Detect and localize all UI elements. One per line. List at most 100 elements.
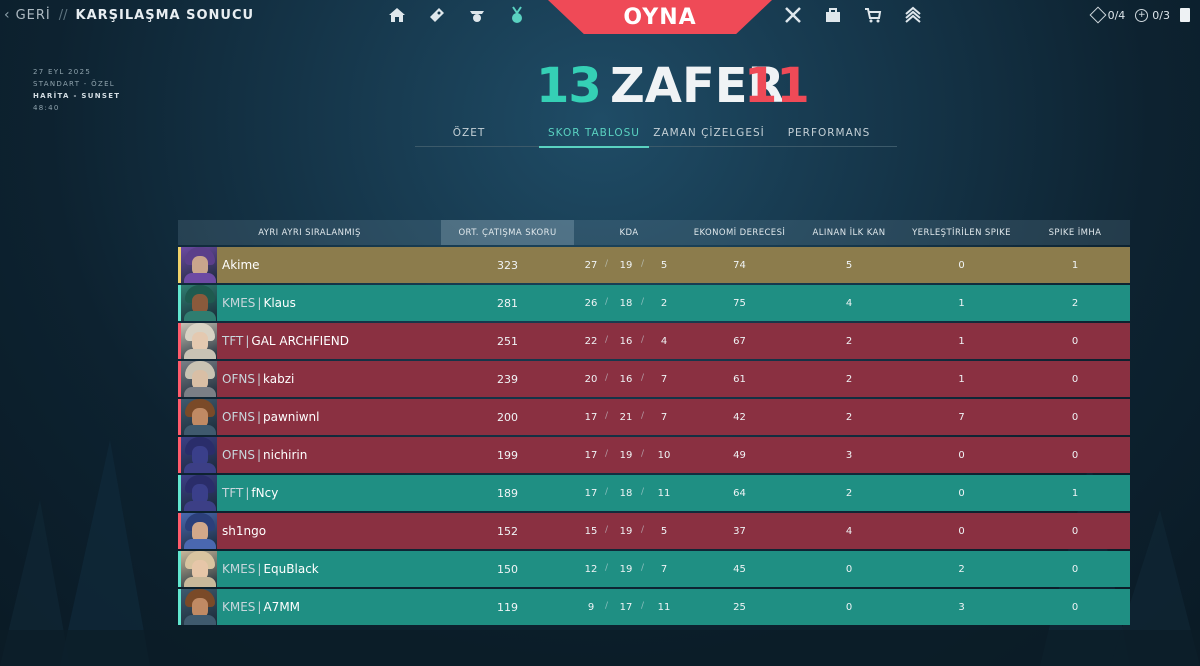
plants-value: 1	[958, 335, 965, 347]
table-row[interactable]: TFT | GAL ARCHFIEND 251 22/16/4 67 2 1 0	[178, 323, 1130, 359]
team-color-edge	[178, 475, 181, 511]
player-name[interactable]: OFNS | nichirin	[222, 448, 307, 462]
economy-value: 67	[733, 335, 746, 347]
player-nick: A7MM	[263, 600, 301, 614]
table-row[interactable]: KMES | EquBlack 150 12/19/7 45 0 2 0	[178, 551, 1130, 587]
medal-icon[interactable]	[506, 4, 528, 26]
header-economy[interactable]: EKONOMİ DERECESİ	[693, 227, 786, 238]
header-plants[interactable]: YERLEŞTİRİLEN SPIKE	[912, 227, 1011, 238]
table-row[interactable]: KMES | Klaus 281 26/18/2 75 4 1 2	[178, 285, 1130, 321]
table-row[interactable]: KMES | A7MM 119 9/17/11 25 0 3 0	[178, 589, 1130, 625]
store-icon[interactable]	[862, 4, 884, 26]
player-cell: TFT | fNcy	[178, 475, 441, 511]
rank-icon[interactable]	[902, 4, 924, 26]
player-cell: KMES | EquBlack	[178, 551, 441, 587]
tag-separator: |	[257, 562, 262, 576]
first-blood-value: 0	[845, 601, 853, 613]
home-icon[interactable]	[386, 4, 408, 26]
table-row[interactable]: OFNS | kabzi 239 20/16/7 61 2 1 0	[178, 361, 1130, 397]
plus-currency[interactable]: + 0/3	[1135, 8, 1170, 22]
table-row[interactable]: OFNS | pawniwnl 200 17/21/7 42 2 7 0	[178, 399, 1130, 435]
header-defuses[interactable]: SPIKE İMHA	[1048, 227, 1102, 238]
diamond-currency[interactable]: 0/4	[1089, 6, 1126, 24]
card-currency[interactable]	[1180, 8, 1190, 22]
player-name[interactable]: Akime	[222, 258, 260, 272]
page-title: KARŞILAŞMA SONUCU	[75, 7, 255, 23]
team-tag: OFNS	[222, 372, 255, 386]
acs-value: 189	[497, 486, 518, 500]
tab-timeline[interactable]: ZAMAN ÇİZELGESİ	[653, 127, 765, 139]
table-row[interactable]: Akime 323 27/19/5 74 5 0 1	[178, 247, 1130, 283]
player-name[interactable]: KMES | A7MM	[222, 600, 300, 614]
deaths-value: 18	[619, 487, 633, 499]
table-row[interactable]: OFNS | nichirin 199 17/19/10 49 3 0 0	[178, 437, 1130, 473]
currency-bar: 0/4 + 0/3	[1089, 6, 1190, 24]
player-name[interactable]: sh1ngo	[222, 524, 266, 538]
result-tabs: ÖZET SKOR TABLOSU ZAMAN ÇİZELGESİ PERFOR…	[415, 124, 897, 148]
deaths-value: 19	[619, 563, 633, 575]
first-blood-value: 0	[845, 563, 853, 575]
nav-right	[782, 4, 924, 26]
player-name[interactable]: TFT | fNcy	[222, 486, 278, 500]
player-nick: sh1ngo	[222, 524, 267, 538]
player-name[interactable]: KMES | Klaus	[222, 296, 296, 310]
agent-portrait-icon	[181, 551, 217, 587]
kills-value: 27	[584, 259, 598, 271]
locker-icon[interactable]	[822, 4, 844, 26]
team-color-edge	[178, 247, 181, 283]
header-acs[interactable]: ORT. ÇATIŞMA SKORU	[441, 220, 574, 245]
plants-value: 2	[958, 563, 965, 575]
pass-icon[interactable]	[426, 4, 448, 26]
player-name[interactable]: OFNS | kabzi	[222, 372, 294, 386]
assists-value: 7	[660, 373, 668, 385]
economy-value: 25	[733, 601, 746, 613]
player-name[interactable]: TFT | GAL ARCHFIEND	[222, 334, 349, 348]
team-tag: TFT	[222, 486, 244, 500]
tab-performance[interactable]: PERFORMANS	[787, 127, 871, 139]
back-label: GERİ	[15, 7, 51, 23]
first-blood-value: 4	[845, 297, 853, 309]
table-row[interactable]: sh1ngo 152 15/19/5 37 4 0 0	[178, 513, 1130, 549]
header-kda[interactable]: KDA	[619, 227, 639, 238]
header-sort[interactable]: AYRI AYRI SIRALANMIŞ	[258, 227, 361, 238]
player-name[interactable]: KMES | EquBlack	[222, 562, 319, 576]
acs-value: 199	[497, 448, 518, 462]
team-tag: OFNS	[222, 410, 255, 424]
player-nick: pawniwnl	[263, 410, 320, 424]
tab-summary[interactable]: ÖZET	[452, 127, 486, 139]
table-header: AYRI AYRI SIRALANMIŞ ORT. ÇATIŞMA SKORU …	[178, 220, 1130, 245]
chevron-left-icon: ‹	[4, 7, 10, 23]
player-cell: TFT | GAL ARCHFIEND	[178, 323, 441, 359]
career-icon[interactable]	[466, 4, 488, 26]
acs-value: 239	[497, 372, 518, 386]
defuses-value: 0	[1071, 563, 1079, 575]
first-blood-value: 5	[845, 259, 853, 271]
player-cell: KMES | A7MM	[178, 589, 441, 625]
diamond-count: 0/4	[1107, 8, 1126, 22]
tag-separator: |	[256, 410, 261, 424]
player-name[interactable]: OFNS | pawniwnl	[222, 410, 319, 424]
back-button[interactable]: ‹ GERİ // KARŞILAŞMA SONUCU	[4, 7, 254, 23]
table-row[interactable]: TFT | fNcy 189 17/18/11 64 2 0 1	[178, 475, 1130, 511]
first-blood-value: 2	[845, 487, 853, 499]
player-cell: OFNS | kabzi	[178, 361, 441, 397]
first-blood-value: 2	[845, 335, 853, 347]
economy-value: 42	[733, 411, 746, 423]
match-map: HARİTA - SUNSET	[33, 92, 121, 100]
acs-value: 119	[497, 600, 518, 614]
play-button[interactable]: OYNA	[548, 0, 772, 34]
header-first-blood[interactable]: ALINAN İLK KAN	[812, 227, 886, 238]
assists-value: 5	[660, 259, 668, 271]
assists-value: 2	[660, 297, 668, 309]
kda-cell: 12/19/7	[574, 563, 684, 575]
player-nick: fNcy	[251, 486, 279, 500]
tab-scoreboard[interactable]: SKOR TABLOSU	[539, 124, 649, 148]
kills-value: 17	[584, 449, 598, 461]
defuses-value: 1	[1071, 259, 1079, 271]
player-cell: Akime	[178, 247, 441, 283]
card-icon	[1180, 8, 1190, 22]
team-tag: KMES	[222, 600, 256, 614]
kda-cell: 20/16/7	[574, 373, 684, 385]
agents-icon[interactable]	[782, 4, 804, 26]
kda-cell: 27/19/5	[574, 259, 684, 271]
